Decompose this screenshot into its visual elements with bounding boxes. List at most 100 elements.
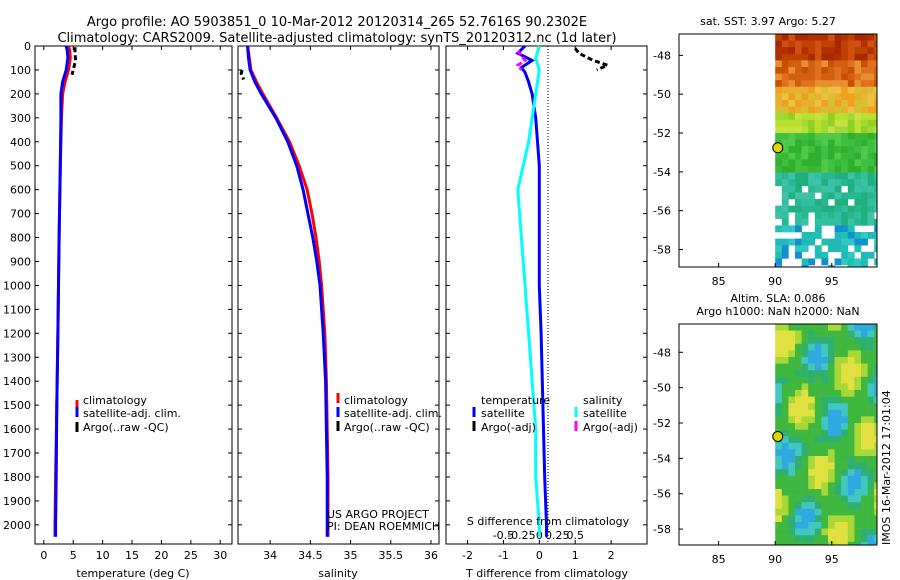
heatmap-cell [808,330,816,338]
heatmap-cell [867,489,875,496]
x-tick-label: 34 [263,549,277,562]
heatmap-cell [814,139,822,147]
heatmap-cell [788,185,796,193]
heatmap-cell [821,449,829,457]
heatmap-cell [828,429,835,437]
heatmap-cell [781,363,789,371]
heatmap-cell [821,172,829,180]
heatmap-cell [821,462,829,470]
heatmap-cell [781,495,789,503]
heatmap-cell [854,185,862,193]
heatmap-cell [788,80,796,88]
heatmap-cell [788,436,796,444]
heatmap-cell [867,133,875,140]
heatmap-cell [854,80,862,88]
heatmap-cell [874,106,878,114]
heatmap-cell [828,469,835,477]
heatmap-cell [795,205,802,213]
sla-map-frame [678,323,878,546]
lat-tick-label: -58 [653,244,671,257]
top-tick-label: 0.5 [566,529,584,542]
heatmap-cell [781,357,789,364]
x-tick-label: -2 [462,549,473,562]
heatmap-cell [821,179,829,187]
heatmap-cell [841,508,849,516]
heatmap-cell [828,416,835,424]
heatmap-cell [788,390,796,397]
heatmap-cell [821,251,829,259]
heatmap-cell [834,363,842,371]
heatmap-cell [847,541,855,546]
heatmap-cell [781,67,789,74]
heatmap-cell [854,363,862,371]
heatmap-cell [828,436,835,444]
heatmap-cell [828,449,835,457]
heatmap-cell [788,106,796,114]
heatmap-cell [775,100,783,107]
difference-axes-frame [445,45,648,545]
heatmap-cell [847,370,855,378]
heatmap-cell [775,238,783,246]
heatmap-cell [808,159,816,167]
heatmap-cell [808,403,816,411]
heatmap-cell [854,47,862,55]
salinity-axes-frame [237,45,440,545]
heatmap-cell [821,324,829,331]
heatmap-cell [828,423,835,430]
heatmap-cell [801,166,809,173]
heatmap-cell [874,192,878,200]
heatmap-cell [775,119,783,127]
heatmap-cell [861,495,868,503]
heatmap-cell [828,179,835,187]
heatmap-cell [841,53,849,61]
heatmap-cell [874,245,878,253]
heatmap-cell [867,462,875,470]
heatmap-cell [861,80,868,88]
heatmap-cell [821,528,829,536]
heatmap-cell [781,80,789,88]
heatmap-cell [874,205,878,213]
heatmap-cell [801,146,809,154]
heatmap-cell [841,396,849,404]
temperature-panel: 0100200300400500600700800900100011001200… [3,40,233,580]
heatmap-cell [834,475,842,483]
heatmap-cell [814,47,822,55]
heatmap-cell [834,343,842,351]
heatmap-cell [828,337,835,345]
heatmap-cell [867,166,875,173]
heatmap-cell [874,172,878,180]
heatmap-cell [808,423,816,430]
heatmap-cell [828,456,835,463]
heatmap-cell [847,179,855,187]
legend-satellite-label: satellite-adj. clim. [83,407,181,420]
heatmap-cell [801,383,809,391]
heatmap-cell [788,192,796,200]
heatmap-cell [808,258,816,266]
heatmap-cell [867,324,875,331]
heatmap-cell [795,363,802,371]
heatmap-cell [795,370,802,378]
heatmap-cell [781,522,789,529]
heatmap-cell [781,152,789,160]
series-line [516,45,541,537]
heatmap-cell [814,185,822,193]
heatmap-cell [828,47,835,55]
heatmap-cell [775,350,783,358]
heatmap-cell [775,113,783,121]
heatmap-cell [861,522,868,529]
heatmap-cell [834,436,842,444]
heatmap-cell [841,541,849,546]
heatmap-cell [814,166,822,173]
heatmap-cell [867,212,875,220]
heatmap-cell [847,265,855,268]
heatmap-cell [795,225,802,233]
heatmap-cell [828,350,835,358]
heatmap-cell [874,462,878,470]
heatmap-cell [795,522,802,529]
heatmap-cell [808,146,816,154]
heatmap-cell [801,179,809,187]
heatmap-cell [847,522,855,529]
heatmap-cell [821,212,829,220]
heatmap-cell [814,73,822,81]
heatmap-cell [854,93,862,101]
